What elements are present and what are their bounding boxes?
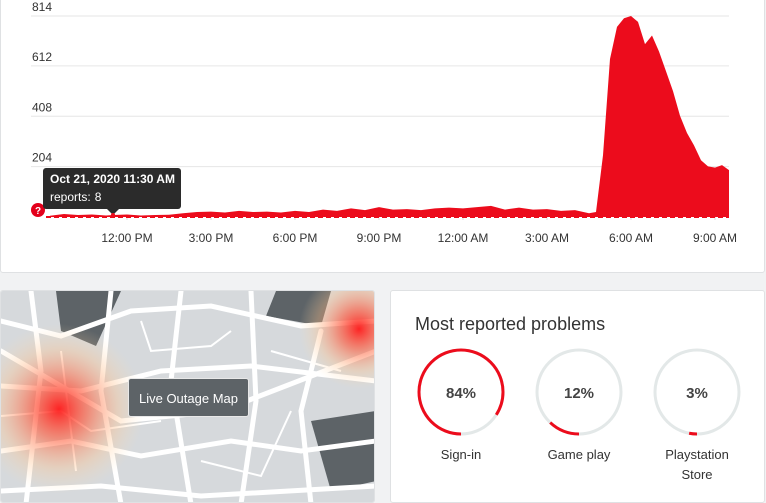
- problem-label: Sign-in: [440, 447, 482, 462]
- area: [50, 16, 729, 217]
- donut-arc: [417, 348, 505, 436]
- donut-percent: 3%: [686, 385, 708, 402]
- tooltip-point: [111, 213, 115, 218]
- donut: 84%: [417, 348, 505, 436]
- x-tick-label: 3:00 AM: [525, 231, 569, 245]
- help-circle: [31, 203, 45, 217]
- donut: 3%: [653, 348, 741, 436]
- tooltip-title: Oct 21, 2020 11:30 AM: [50, 172, 175, 186]
- x-tick-label: 9:00 PM: [357, 231, 402, 245]
- x-tick-label: 6:00 AM: [609, 231, 653, 245]
- donut: 12%: [535, 348, 623, 436]
- problems-title: Most reported problems: [415, 314, 606, 334]
- help-mark: ?: [35, 206, 41, 217]
- y-tick-label: 612: [32, 50, 52, 64]
- x-tick-label: 12:00 PM: [101, 231, 152, 245]
- y-tick-label: 204: [32, 151, 52, 165]
- tooltip: Oct 21, 2020 11:30 AM reports: 8: [43, 168, 181, 218]
- donut-percent: 12%: [564, 385, 594, 402]
- live-map-button[interactable]: Live Outage Map: [128, 378, 249, 417]
- y-tick-label: 814: [32, 0, 52, 14]
- donut-arc: [653, 348, 741, 436]
- problem-item: 3% Playstation Store: [647, 346, 747, 485]
- x-tick-label: 6:00 PM: [273, 231, 318, 245]
- x-tick-label: 9:00 AM: [693, 231, 737, 245]
- chart-card: 204 408 612 814 12:00 PM 3:00 PM 6:00 PM 9:00 P…: [0, 0, 765, 273]
- help-icon: ?: [31, 203, 45, 217]
- problems-card: Most reported problems 84% Sign-in 12% Game…: [390, 290, 765, 503]
- problem-label: Playstation Store: [665, 447, 729, 482]
- x-tick-label: 3:00 PM: [189, 231, 234, 245]
- problem-item: 84% Sign-in: [411, 346, 511, 465]
- map-card[interactable]: Live Outage Map: [0, 290, 375, 503]
- map: [1, 291, 374, 502]
- x-tick-label: 12:00 AM: [438, 231, 489, 245]
- tooltip-reports: reports: 8: [50, 190, 102, 204]
- tooltip-label: reports:: [50, 190, 91, 204]
- donut-percent: 84%: [446, 385, 476, 402]
- tooltip-value: 8: [95, 190, 102, 204]
- donut-arc: [535, 348, 623, 436]
- y-tick-label: 408: [32, 100, 52, 114]
- problem-label: Game play: [547, 447, 611, 462]
- problem-item: 12% Game play: [529, 346, 629, 465]
- tooltip-box: [43, 168, 181, 209]
- chart: 204 408 612 814 12:00 PM 3:00 PM 6:00 PM 9:00 P…: [31, 0, 737, 245]
- tooltip-pointer: [107, 209, 119, 215]
